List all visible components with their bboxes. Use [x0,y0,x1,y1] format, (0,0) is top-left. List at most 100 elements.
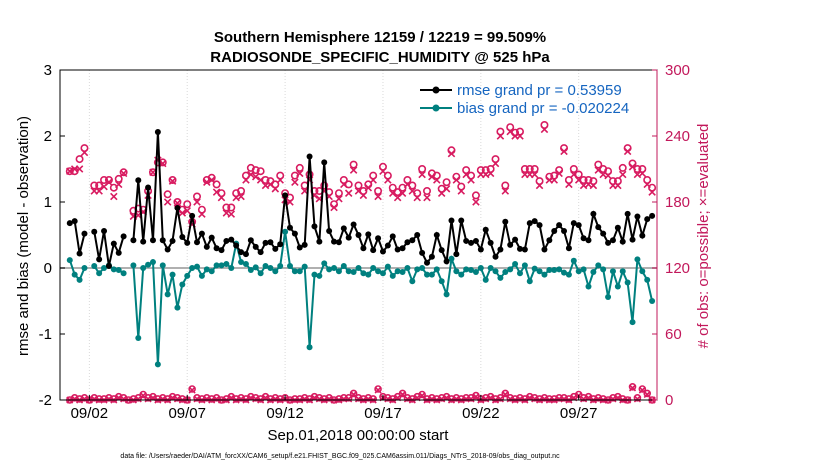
bias-point [267,265,274,271]
bias-point [595,262,602,269]
obs-possible-marker [569,165,578,174]
bias-point [179,281,186,288]
rmse-point [565,245,572,252]
obs-possible-marker [256,167,265,176]
rmse-point [619,238,626,245]
x-tick-label: 09/12 [266,405,304,422]
rmse-point [482,226,489,233]
bias-point [521,262,528,269]
rmse-point [306,153,313,160]
obs-possible-marker [237,187,246,196]
rmse-point [453,251,460,258]
y-axis-left-label: rmse and bias (model - observation) [15,116,32,356]
rmse-point [526,220,533,227]
obs-evaluated-marker [227,210,236,218]
bias-point [101,265,108,271]
obs-possible-bottom-marker [511,395,519,403]
bias-point [350,268,357,275]
right-tick-label: 300 [665,62,690,79]
bias-point [541,271,548,278]
obs-possible-bottom-marker [609,393,617,402]
obs-evaluated-marker [491,159,500,168]
obs-evaluated-marker [472,198,480,206]
obs-possible-marker [320,181,329,190]
bias-point [218,262,225,269]
obs-possible-marker [114,174,123,183]
obs-evaluated-marker [335,194,343,203]
bias-point [600,266,607,273]
bias-point [110,266,117,273]
rmse-point [130,237,137,244]
bias-point [252,264,259,271]
rmse-point [76,250,83,257]
obs-evaluated-marker [501,187,510,195]
obs-possible-marker [276,171,285,180]
bias-point [370,265,377,271]
rmse-point [164,246,171,253]
bias-point [306,344,313,351]
obs-possible-marker [520,165,529,174]
obs-possible-marker [378,162,387,171]
obs-evaluated-marker [364,183,373,192]
obs-possible-marker [530,165,539,174]
bias-point [516,270,523,277]
rmse-point [502,218,509,225]
rmse-point [267,239,274,246]
bias-point [472,268,479,275]
rmse-point [262,239,269,246]
bias-point [272,268,279,275]
obs-possible-marker [437,184,446,193]
obs-evaluated-marker [198,210,206,218]
bias-point [492,268,499,275]
rmse-point [399,245,406,252]
bias-point [301,263,308,270]
left-tick-label: 3 [44,62,52,79]
obs-possible-marker [540,121,549,130]
rmse-point [135,177,142,184]
obs-possible-marker [589,177,598,186]
obs-evaluated-marker [168,177,177,185]
rmse-point [512,236,519,243]
rmse-point [389,233,396,240]
rmse-point [595,224,602,231]
bias-point [546,266,553,273]
left-tick-label: 1 [44,194,52,211]
bias-point [345,268,352,275]
obs-possible-marker [359,187,368,196]
obs-possible-bottom-marker [491,395,500,403]
legend-bias-label: bias grand pr = -0.020224 [457,100,629,117]
bias-point [389,272,396,279]
obs-possible-bottom-marker [432,395,441,403]
obs-evaluated-bottom-marker [643,390,651,399]
obs-possible-marker [90,181,99,190]
rmse-point [115,249,122,256]
bias-point [130,262,137,269]
bias-point [184,272,191,279]
rmse-point [223,237,230,244]
obs-evaluated-marker [623,147,632,156]
bias-point [277,263,284,270]
rmse-point [507,241,514,248]
rmse-point [463,237,470,244]
rmse-point [174,204,181,211]
bias-point [575,268,582,275]
obs-possible-bottom-marker [349,389,358,398]
rmse-point [101,228,108,235]
rmse-point [438,247,445,254]
obs-possible-bottom-marker [359,395,368,403]
obs-possible-bottom-marker [369,395,377,403]
rmse-point [159,237,166,244]
obs-possible-marker [80,144,89,153]
bias-point [164,291,171,298]
bias-point [208,268,215,275]
obs-evaluated-marker [638,169,647,178]
rmse-point [590,210,597,217]
bias-point [154,361,161,368]
bias-point [468,266,475,273]
obs-possible-bottom-marker [374,385,382,393]
bias-point [375,268,382,275]
bias-point [399,268,406,275]
bias-line [132,231,654,365]
obs-possible-marker [261,176,270,185]
bias-point [619,268,626,275]
